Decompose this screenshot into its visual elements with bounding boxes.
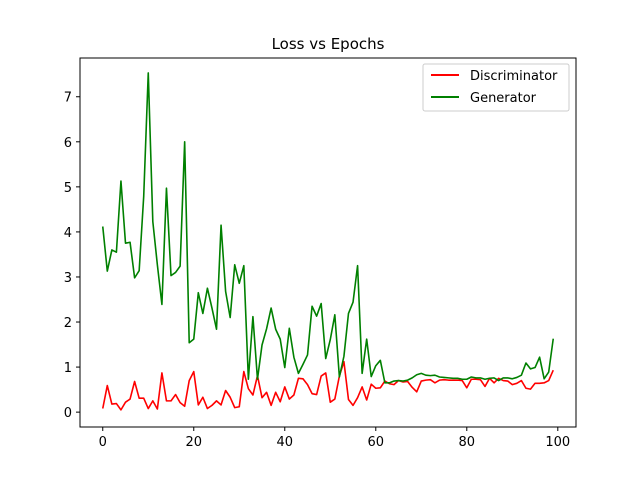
y-tick-label: 6 xyxy=(64,136,72,151)
ticks-layer: 0 20 40 60 80 100 0 1 2 3 4 5 6 7 xyxy=(64,91,570,450)
legend: Discriminator Generator xyxy=(422,63,570,112)
series-line-generator xyxy=(101,72,555,384)
y-tick-label: 4 xyxy=(64,226,72,241)
y-tick-label: 3 xyxy=(64,271,72,286)
plot-frame xyxy=(79,57,577,428)
x-tick-label: 20 xyxy=(185,435,202,450)
series-line-discriminator xyxy=(101,360,554,411)
legend-box xyxy=(422,63,570,112)
x-tick-label: 80 xyxy=(459,435,476,450)
y-tick-label: 5 xyxy=(64,181,72,196)
series-layer xyxy=(101,72,555,411)
x-tick-label: 60 xyxy=(368,435,385,450)
y-tick-label: 2 xyxy=(64,316,72,331)
y-tick-label: 0 xyxy=(64,406,72,421)
y-tick-label: 7 xyxy=(64,91,72,106)
legend-label-generator: Generator xyxy=(470,91,537,106)
y-tick-label: 1 xyxy=(64,361,72,376)
legend-label-discriminator: Discriminator xyxy=(470,69,558,84)
plot-area xyxy=(80,58,576,427)
x-tick-label: 0 xyxy=(99,435,107,450)
x-tick-label: 40 xyxy=(276,435,293,450)
x-tick-label: 100 xyxy=(545,435,570,450)
chart-title: Loss vs Epochs xyxy=(272,35,385,53)
